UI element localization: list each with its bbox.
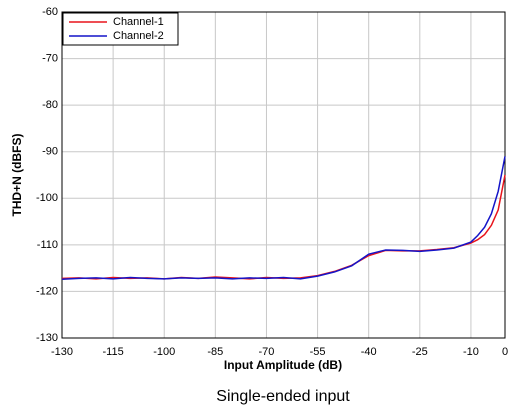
y-tick-label: -90 [42,146,58,158]
legend-label: Channel-1 [113,16,164,28]
x-tick-label: -55 [310,346,326,358]
data-line [61,174,506,280]
x-tick-label: -100 [153,346,175,358]
x-tick-label: -130 [51,346,73,358]
y-axis-label: THD+N (dBFS) [10,134,24,217]
x-axis-label: Input Amplitude (dB) [224,358,342,372]
y-tick-label: -80 [42,99,58,111]
x-tick-label: -25 [412,346,428,358]
y-tick-label: -110 [37,239,58,251]
x-tick-label: -85 [207,346,223,358]
y-tick-label: -130 [36,332,58,344]
chart-title: Single-ended input [216,388,350,405]
y-tick-label: -100 [36,192,58,204]
x-tick-label: -115 [103,346,124,358]
x-tick-label: -70 [259,346,275,358]
plot-border [61,11,506,339]
y-tick-label: -120 [36,285,58,297]
x-tick-label: -40 [361,346,377,358]
legend-label: Channel-2 [113,30,164,42]
x-tick-label: 0 [502,346,508,358]
y-tick-label: -70 [42,52,58,64]
y-tick-label: -60 [42,6,58,18]
x-tick-label: -10 [463,346,479,358]
data-line [61,156,506,281]
legend-box [62,12,179,46]
